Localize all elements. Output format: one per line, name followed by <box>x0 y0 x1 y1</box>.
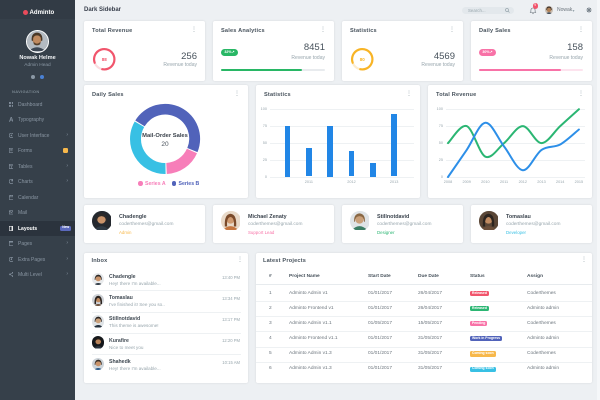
svg-text:88: 88 <box>102 57 108 62</box>
svg-text:80: 80 <box>360 57 366 62</box>
